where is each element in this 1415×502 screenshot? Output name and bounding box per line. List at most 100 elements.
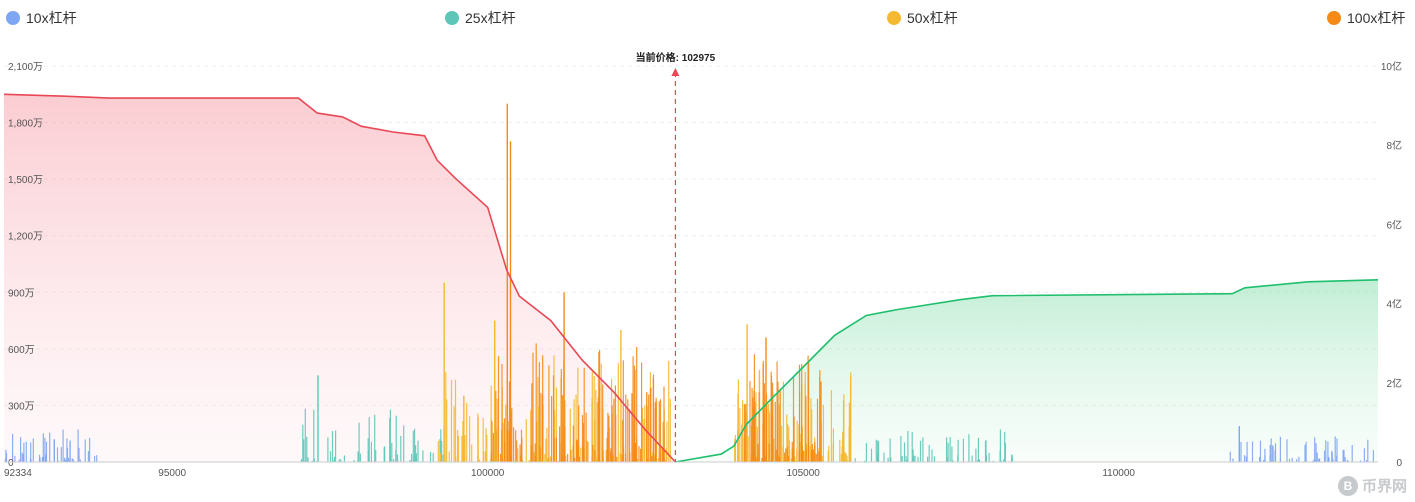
bar	[947, 457, 949, 462]
bar	[765, 337, 767, 462]
bar	[21, 452, 23, 462]
current-price-label: 当前价格: 102975	[636, 51, 716, 64]
bar	[625, 394, 627, 462]
bar	[395, 415, 397, 462]
bar	[646, 392, 648, 462]
bar	[79, 459, 81, 462]
bar	[530, 410, 532, 462]
bar	[313, 409, 315, 462]
bar	[66, 438, 68, 462]
watermark-text: 币界网	[1361, 477, 1407, 495]
bar	[592, 444, 594, 462]
bar	[787, 456, 790, 462]
bar	[353, 460, 355, 462]
bar	[1272, 446, 1274, 462]
bar	[530, 457, 532, 462]
bar	[999, 429, 1001, 462]
legend-item-25x[interactable]: 25x杠杆	[445, 8, 516, 28]
bar	[658, 401, 660, 462]
bar	[814, 442, 816, 462]
bar	[517, 448, 519, 462]
bar	[641, 407, 644, 462]
bar	[786, 414, 788, 462]
bar	[839, 439, 841, 462]
bar	[1238, 426, 1240, 462]
bar	[845, 453, 847, 462]
bar	[1316, 452, 1318, 462]
bar	[791, 441, 793, 462]
bar	[978, 459, 981, 462]
bar	[412, 430, 414, 462]
bar	[741, 424, 743, 462]
bar	[769, 413, 771, 462]
bar	[818, 451, 820, 462]
bar	[933, 456, 936, 462]
bar	[581, 415, 584, 462]
bar	[799, 441, 801, 462]
bar	[1229, 451, 1231, 462]
bar	[574, 457, 576, 462]
bar	[57, 460, 59, 462]
bar	[578, 405, 580, 462]
bar	[786, 447, 788, 462]
bar	[446, 399, 448, 462]
bar	[647, 458, 649, 462]
bar	[985, 440, 987, 462]
bar	[32, 438, 34, 462]
legend-label: 50x杠杆	[907, 10, 958, 26]
bar	[971, 455, 973, 462]
bar	[457, 435, 460, 462]
bar	[743, 404, 745, 462]
bar	[313, 458, 315, 462]
bar	[497, 356, 500, 462]
legend-item-50x[interactable]: 50x杠杆	[887, 8, 958, 28]
bar	[495, 431, 498, 462]
logo-icon: B	[1337, 475, 1358, 496]
bar	[466, 402, 468, 462]
bar	[782, 446, 784, 462]
bar	[515, 430, 517, 462]
bar	[528, 460, 530, 462]
y-axis-left: 0 300万 600万 900万 1,200万 1,500万 1,800万 2,100万	[8, 62, 43, 469]
bar	[569, 408, 571, 462]
bar	[632, 356, 634, 462]
bar	[659, 399, 662, 462]
bar	[901, 455, 903, 462]
bar	[811, 444, 813, 462]
bar	[393, 459, 395, 462]
bar	[878, 441, 880, 462]
bar	[495, 390, 497, 462]
bar	[1296, 459, 1298, 462]
bar	[457, 430, 459, 462]
bar	[5, 449, 7, 462]
bar	[787, 424, 789, 462]
bar	[501, 364, 503, 462]
bar	[1274, 443, 1277, 462]
y-right-tick-label: 0	[1396, 458, 1402, 469]
bar	[810, 450, 813, 462]
bar	[816, 398, 819, 462]
bar	[968, 434, 970, 462]
bar	[1331, 452, 1333, 462]
bar	[389, 409, 391, 462]
bar	[439, 453, 441, 462]
bar	[415, 453, 418, 462]
bar	[1264, 448, 1266, 462]
legend-item-10x[interactable]: 10x杠杆	[6, 8, 77, 28]
x-tick-label: 105000	[786, 468, 820, 479]
bar	[582, 445, 584, 462]
bar	[649, 387, 651, 462]
bar	[599, 460, 601, 462]
bar	[42, 460, 44, 462]
legend-label: 25x杠杆	[465, 10, 516, 26]
legend-item-100x[interactable]: 100x杠杆	[1327, 8, 1405, 28]
arrow-up-icon	[671, 68, 680, 76]
bar	[600, 363, 602, 462]
long-cumulative-area	[4, 94, 676, 463]
bar	[903, 442, 906, 462]
bar	[1269, 445, 1271, 462]
bar	[357, 451, 359, 462]
bar	[583, 367, 585, 462]
bar	[12, 460, 14, 462]
bar	[519, 444, 521, 462]
